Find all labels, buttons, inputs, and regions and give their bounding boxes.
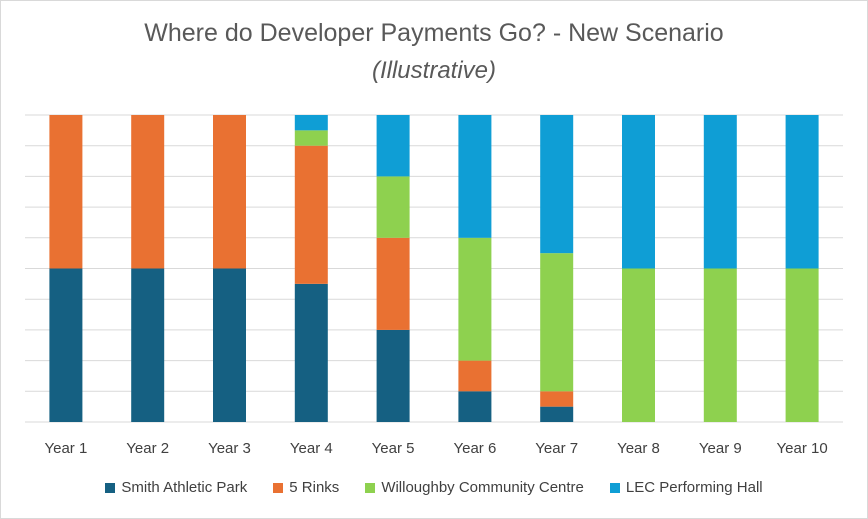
bar-segment xyxy=(540,406,574,422)
x-tick-label: Year 5 xyxy=(372,440,415,457)
legend-item: 5 Rinks xyxy=(273,479,339,496)
bar-segment xyxy=(294,145,328,284)
x-tick-label: Year 1 xyxy=(44,440,87,457)
bar-segment xyxy=(294,115,328,131)
bar-segment xyxy=(540,115,574,254)
legend-label: 5 Rinks xyxy=(289,479,340,496)
bar-segment xyxy=(785,115,819,269)
legend-swatch xyxy=(273,482,284,493)
x-tick-label: Year 3 xyxy=(208,440,251,457)
bar-segment xyxy=(458,237,492,361)
legend-label: Smith Athletic Park xyxy=(121,479,248,496)
bar-segment xyxy=(376,329,410,422)
bar-segment xyxy=(540,391,574,407)
legend-swatch xyxy=(609,482,620,493)
bar-segment xyxy=(622,115,655,269)
x-tick-label: Year 8 xyxy=(617,440,660,457)
x-tick-label: Year 6 xyxy=(453,440,496,457)
bar-segment xyxy=(703,268,737,422)
bar-segment xyxy=(213,115,246,269)
stacked-bar-chart: Year 1 Year 2 Year 3 Year 4 Year 5 Year 6 Year… xyxy=(25,114,843,457)
chart-legend: Smith Athletic Park 5 Rinks Willoughby Com… xyxy=(1,479,867,496)
bar-segment xyxy=(131,115,165,269)
bar-segment xyxy=(458,360,492,392)
x-tick-label: Year 7 xyxy=(535,440,578,457)
legend-label: LEC Performing Hall xyxy=(625,479,763,496)
bar-segment xyxy=(703,115,737,269)
legend-swatch xyxy=(365,482,376,493)
legend-item: LEC Performing Hall xyxy=(609,479,763,496)
bar-segment xyxy=(785,268,819,422)
bar-segment xyxy=(294,130,328,146)
bar-segment xyxy=(49,115,83,269)
legend-label: Willoughby Community Centre xyxy=(381,479,584,496)
bar-segment xyxy=(458,391,492,422)
bar-segment xyxy=(376,176,410,238)
x-tick-label: Year 4 xyxy=(290,440,333,457)
x-tick-label: Year 9 xyxy=(699,440,742,457)
bar-segment xyxy=(622,268,655,422)
chart-subtitle: (Illustrative) xyxy=(371,57,497,84)
bar-segment xyxy=(376,237,410,330)
bar-segment xyxy=(131,268,165,422)
legend-item: Smith Athletic Park xyxy=(105,479,247,496)
bar-segment xyxy=(540,253,574,392)
x-tick-label: Year 2 xyxy=(126,440,169,457)
bar-segment xyxy=(376,115,410,177)
legend-item: Willoughby Community Centre xyxy=(365,479,584,496)
bar-segment xyxy=(49,268,83,422)
legend-swatch xyxy=(105,482,116,493)
bar-segment xyxy=(294,283,328,422)
bar-segment xyxy=(458,115,492,238)
x-tick-label: Year 10 xyxy=(777,440,828,457)
chart-title: Where do Developer Payments Go? - New Sc… xyxy=(144,19,724,47)
bar-segment xyxy=(213,268,246,422)
